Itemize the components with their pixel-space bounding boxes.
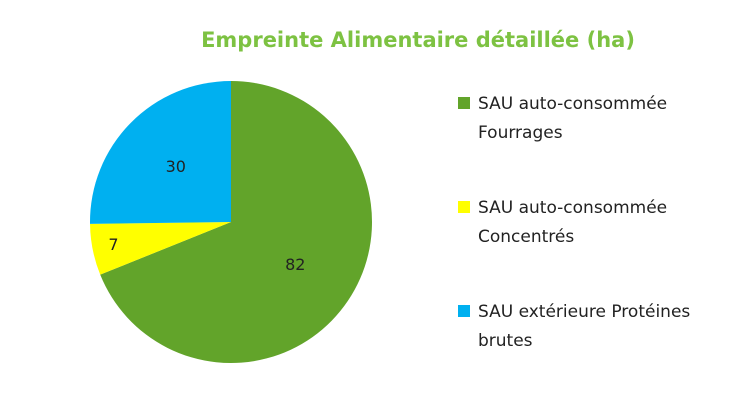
legend-label: SAU auto-consommée Concentrés [478, 198, 668, 247]
legend-swatch [458, 305, 470, 317]
data-label: 7 [108, 235, 118, 254]
data-label: 82 [285, 255, 305, 274]
pie-slice [90, 222, 231, 275]
data-label: 30 [166, 157, 186, 176]
legend-label: SAU extérieure Protéines brutes [478, 302, 691, 351]
pie-slice [100, 81, 372, 363]
pie-slice [90, 81, 231, 224]
legend-swatch [458, 201, 470, 213]
legend-item: SAU auto-consommée Concentrés [458, 194, 718, 252]
legend-item: SAU extérieure Protéines brutes [458, 298, 718, 356]
legend-swatch [458, 97, 470, 109]
legend-item: SAU auto-consommée Fourrages [458, 90, 718, 148]
chart-title: Empreinte Alimentaire détaillée (ha) [201, 28, 635, 52]
legend-label: SAU auto-consommée Fourrages [478, 94, 668, 143]
